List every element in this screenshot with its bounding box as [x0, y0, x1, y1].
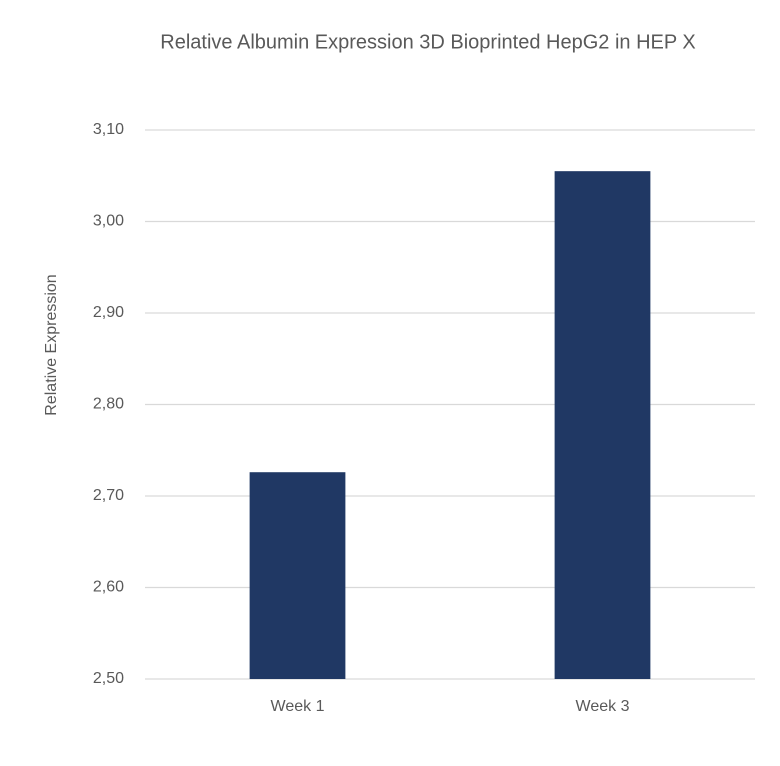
y-tick-label: 3,00	[93, 213, 124, 230]
y-tick-label: 2,90	[93, 304, 124, 321]
bar	[249, 472, 346, 679]
x-tick-label: Week 3	[576, 698, 630, 715]
y-tick-label: 2,80	[93, 396, 124, 413]
y-tick-label: 2,60	[93, 579, 124, 596]
y-tick-label: 2,70	[93, 487, 124, 504]
bar	[554, 171, 651, 680]
y-tick-label: 3,10	[93, 121, 124, 138]
y-tick-label: 2,50	[93, 670, 124, 687]
x-tick-label: Week 1	[271, 698, 325, 715]
chart-title: Relative Albumin Expression 3D Bioprinte…	[160, 31, 695, 53]
y-axis-label: Relative Expression	[43, 274, 60, 415]
